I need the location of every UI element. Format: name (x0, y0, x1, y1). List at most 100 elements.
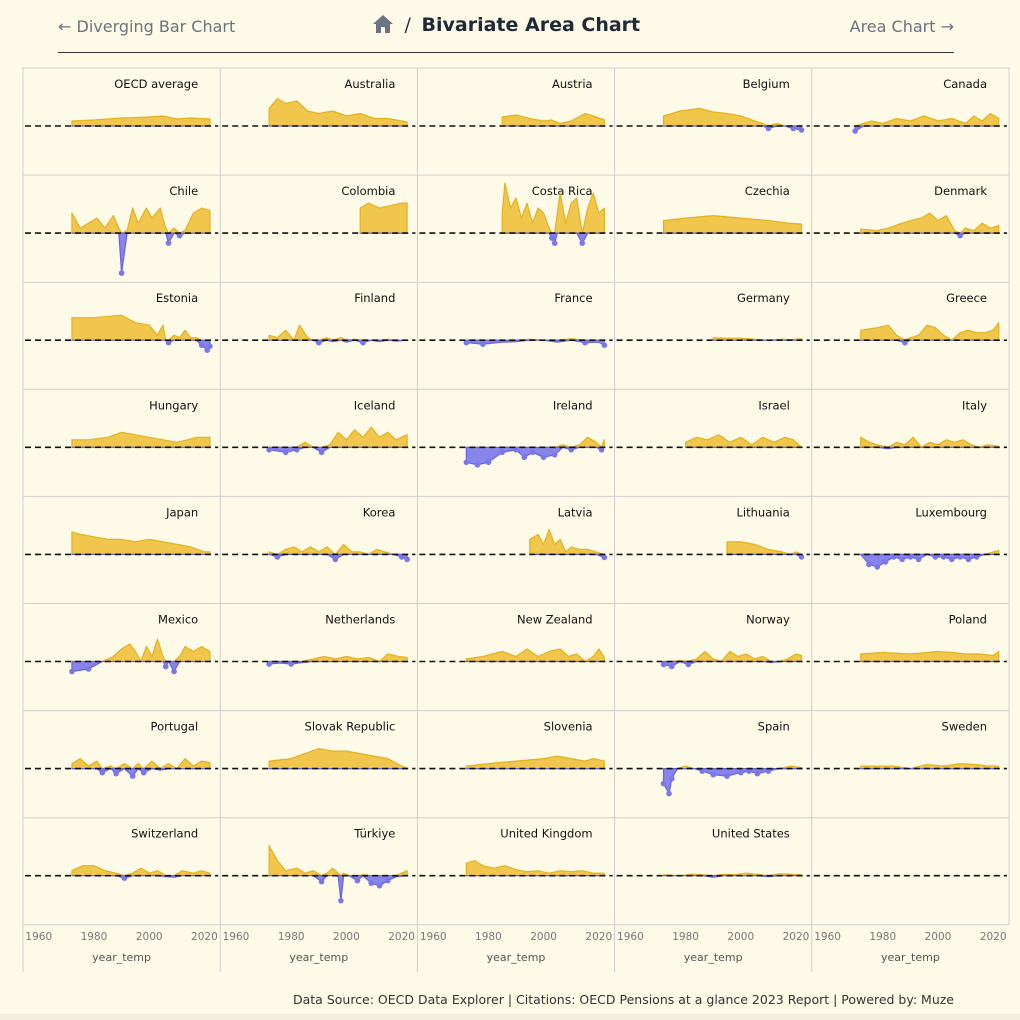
panel-title: Slovak Republic (305, 720, 396, 734)
x-tick-label: 1980 (475, 931, 502, 943)
x-tick-label: 1980 (869, 931, 896, 943)
panel-title: Finland (354, 291, 395, 305)
negative-area (71, 232, 211, 274)
panel-title: Iceland (354, 398, 396, 412)
negative-point (699, 768, 705, 774)
negative-point (293, 447, 300, 453)
x-tick-label: 2000 (727, 931, 754, 943)
negative-point (907, 554, 914, 560)
negative-point (204, 347, 210, 354)
negative-point (765, 768, 772, 774)
negative-point (601, 554, 608, 561)
panel-title: Luxembourg (915, 505, 987, 519)
next-chart-link[interactable]: Area Chart → (850, 17, 954, 36)
panel-title: Ireland (553, 398, 593, 412)
negative-point (99, 769, 106, 776)
x-axis-label: year_temp (487, 951, 546, 964)
positive-area (71, 638, 211, 663)
negative-point (568, 447, 574, 453)
negative-point (360, 339, 366, 346)
negative-point (957, 554, 963, 560)
x-axis-label: year_temp (881, 951, 940, 964)
negative-point (162, 663, 169, 670)
negative-area (71, 660, 211, 673)
panel-title: United States (712, 827, 790, 841)
negative-point (354, 877, 361, 884)
negative-point (798, 554, 805, 560)
negative-point (790, 125, 797, 132)
x-axis-label: year_temp (289, 951, 348, 964)
prev-chart-link[interactable]: ← Diverging Bar Chart (58, 17, 235, 36)
next-chart-label: Area Chart (849, 17, 936, 36)
negative-point (551, 240, 558, 246)
x-tick-label: 1960 (25, 931, 52, 943)
x-tick-label: 2000 (530, 931, 557, 943)
positive-area (662, 107, 803, 127)
negative-point (965, 556, 972, 563)
negative-point (513, 447, 519, 453)
x-tick-label: 1980 (278, 931, 305, 943)
positive-area (662, 215, 803, 234)
panel-title: Italy (962, 398, 987, 412)
negative-point (274, 554, 281, 560)
negative-point (376, 882, 383, 889)
positive-area (268, 97, 408, 127)
x-tick-label: 2020 (980, 931, 1007, 943)
x-tick-label: 2020 (388, 931, 415, 943)
negative-area (71, 339, 211, 351)
negative-point (746, 768, 752, 774)
positive-area (71, 758, 211, 770)
negative-point (874, 564, 881, 570)
positive-area (71, 865, 211, 877)
positive-area (465, 860, 605, 877)
positive-area (268, 543, 408, 555)
panel-title: Australia (345, 77, 396, 91)
negative-point (932, 554, 939, 560)
panel-title: Israel (758, 398, 789, 412)
negative-point (529, 449, 536, 456)
negative-point (882, 559, 889, 565)
panel-title: Sweden (942, 720, 987, 734)
x-tick-label: 2000 (333, 931, 360, 943)
negative-point (463, 339, 470, 346)
x-tick-label: 2000 (136, 931, 163, 943)
negative-point (579, 240, 586, 246)
negative-point (521, 454, 528, 461)
negative-point (165, 339, 172, 346)
positive-area (268, 653, 408, 663)
negative-point (660, 661, 667, 668)
negative-point (165, 240, 172, 246)
negative-point (282, 449, 289, 456)
x-tick-label: 2020 (191, 931, 218, 943)
negative-point (582, 339, 588, 346)
negative-area (662, 768, 803, 795)
negative-point (332, 556, 339, 563)
positive-area (860, 436, 1000, 448)
negative-point (316, 339, 322, 346)
negative-point (940, 554, 947, 560)
negative-point (198, 342, 205, 349)
negative-point (463, 459, 470, 466)
positive-area (268, 324, 408, 341)
home-icon[interactable] (372, 14, 394, 39)
negative-point (398, 554, 405, 560)
panel-title: Latvia (558, 505, 593, 519)
page-title-row: / Bivariate Area Chart (58, 14, 954, 39)
panel-title: Austria (552, 77, 593, 91)
prev-chart-label: Diverging Bar Chart (76, 17, 236, 36)
panel-title: Chile (169, 184, 198, 198)
positive-area (860, 212, 1000, 234)
positive-area (268, 426, 408, 448)
negative-point (601, 342, 608, 349)
negative-point (266, 447, 272, 453)
positive-area (71, 314, 211, 341)
panel-title: Colombia (341, 184, 395, 198)
arrow-right-icon: → (940, 17, 954, 36)
footer-credits: Data Source: OECD Data Explorer | Citati… (293, 992, 954, 1007)
positive-area (71, 115, 211, 127)
negative-point (765, 125, 772, 132)
panel-title: Norway (746, 613, 790, 627)
negative-point (171, 668, 177, 675)
positive-area (465, 648, 605, 663)
x-tick-label: 1960 (814, 931, 841, 943)
